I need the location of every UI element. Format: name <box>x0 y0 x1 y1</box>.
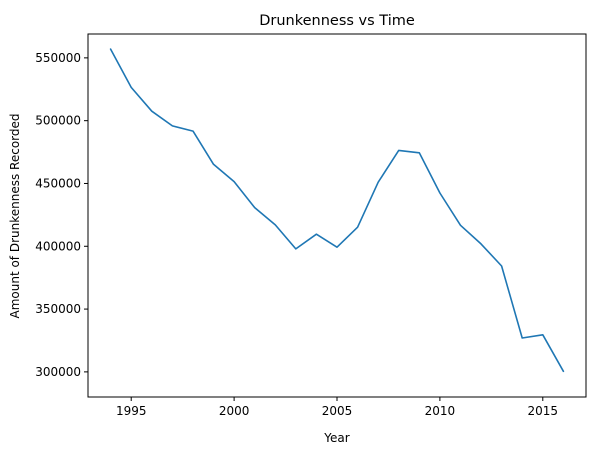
y-tick-label: 550000 <box>35 51 81 65</box>
series-line <box>109 48 565 373</box>
y-tick-label: 500000 <box>35 114 81 128</box>
series-layer <box>109 48 565 373</box>
y-tick-label: 400000 <box>35 239 81 253</box>
chart-title: Drunkenness vs Time <box>259 13 415 29</box>
y-tick-label: 350000 <box>35 302 81 316</box>
ticks-layer: 1995 2000 2005 2010 2015 300000 350000 400000 45… <box>35 51 558 418</box>
plot-frame <box>87 33 587 398</box>
x-tick-label: 2010 <box>425 404 456 418</box>
x-tick-label: 2000 <box>219 404 250 418</box>
y-tick-label: 300000 <box>35 365 81 379</box>
y-tick-label: 450000 <box>35 176 81 190</box>
x-axis-title: Year <box>323 431 349 445</box>
x-tick-label: 1995 <box>116 404 147 418</box>
x-tick-label: 2015 <box>528 404 559 418</box>
y-axis-title: Amount of Drunkenness Recorded <box>8 113 22 318</box>
x-tick-label: 2005 <box>322 404 353 418</box>
